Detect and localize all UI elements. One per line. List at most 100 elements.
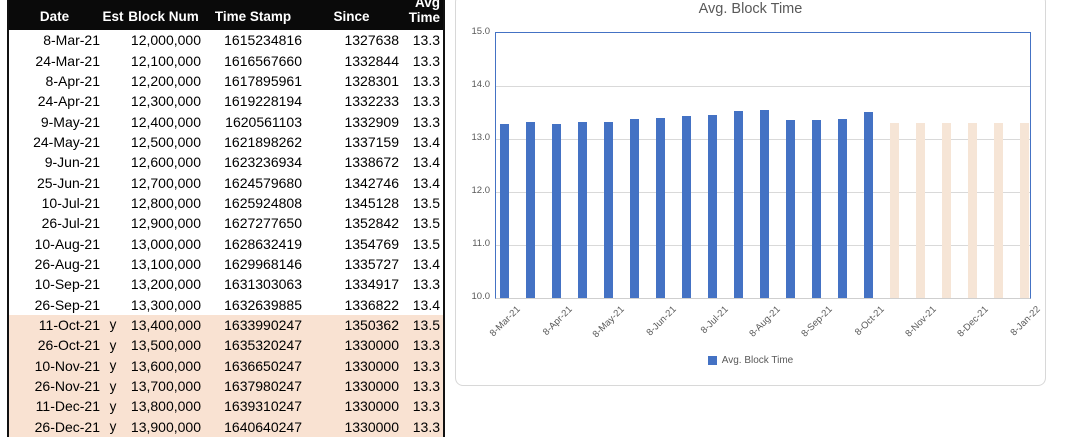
cell-time-stamp[interactable]: 1628632419 xyxy=(224,235,302,252)
cell-time-stamp[interactable]: 1621898262 xyxy=(224,133,302,150)
cell-since[interactable]: 1335727 xyxy=(344,255,399,272)
cell-est[interactable]: y xyxy=(109,337,117,353)
cell-block-num[interactable]: 13,000,000 xyxy=(130,235,201,252)
cell-block-num[interactable]: 13,400,000 xyxy=(130,316,201,333)
col-header-est[interactable]: Est xyxy=(102,9,124,24)
cell-time-stamp[interactable]: 1624579680 xyxy=(224,174,302,191)
cell-avg-time[interactable]: 13.5 xyxy=(412,215,440,232)
cell-avg-time[interactable]: 13.3 xyxy=(412,113,440,130)
cell-block-num[interactable]: 13,500,000 xyxy=(130,337,201,354)
cell-since[interactable]: 1338672 xyxy=(344,154,399,171)
cell-date[interactable]: 26-Nov-21 xyxy=(34,378,100,395)
cell-since[interactable]: 1352842 xyxy=(344,215,399,232)
cell-block-num[interactable]: 12,100,000 xyxy=(130,52,201,69)
cell-avg-time[interactable]: 13.3 xyxy=(412,72,440,89)
cell-est[interactable]: y xyxy=(109,378,117,394)
col-header-avg-time[interactable]: Avg Time xyxy=(402,0,443,30)
cell-since[interactable]: 1337159 xyxy=(344,133,399,150)
cell-date[interactable]: 9-Jun-21 xyxy=(44,154,100,171)
cell-block-num[interactable]: 12,900,000 xyxy=(130,215,201,232)
cell-block-num[interactable]: 13,200,000 xyxy=(130,276,201,293)
cell-time-stamp[interactable]: 1636650247 xyxy=(224,357,302,374)
cell-avg-time[interactable]: 13.3 xyxy=(412,337,440,354)
cell-block-num[interactable]: 12,300,000 xyxy=(130,93,201,110)
cell-date[interactable]: 10-Jul-21 xyxy=(41,194,100,211)
cell-avg-time[interactable]: 13.3 xyxy=(412,398,440,415)
cell-avg-time[interactable]: 13.5 xyxy=(412,194,440,211)
cell-est[interactable]: y xyxy=(109,317,117,333)
cell-time-stamp[interactable]: 1623236934 xyxy=(224,154,302,171)
cell-time-stamp[interactable]: 1629968146 xyxy=(224,255,302,272)
cell-date[interactable]: 26-Oct-21 xyxy=(37,337,100,354)
cell-since[interactable]: 1330000 xyxy=(344,357,399,374)
cell-since[interactable]: 1350362 xyxy=(344,316,399,333)
cell-date[interactable]: 10-Nov-21 xyxy=(34,357,100,374)
cell-date[interactable]: 26-Dec-21 xyxy=(34,418,100,435)
cell-avg-time[interactable]: 13.3 xyxy=(412,93,440,110)
cell-block-num[interactable]: 12,000,000 xyxy=(130,32,201,49)
cell-since[interactable]: 1336822 xyxy=(344,296,399,313)
col-header-block-num[interactable]: Block Num xyxy=(128,9,199,24)
cell-since[interactable]: 1330000 xyxy=(344,378,399,395)
cell-avg-time[interactable]: 13.3 xyxy=(412,418,440,435)
cell-since[interactable]: 1332909 xyxy=(344,113,399,130)
cell-date[interactable]: 8-Apr-21 xyxy=(45,72,100,89)
cell-date[interactable]: 24-Mar-21 xyxy=(35,52,100,69)
cell-time-stamp[interactable]: 1640640247 xyxy=(224,418,302,435)
cell-time-stamp[interactable]: 1631303063 xyxy=(224,276,302,293)
cell-date[interactable]: 8-Mar-21 xyxy=(43,32,100,49)
cell-block-num[interactable]: 12,800,000 xyxy=(130,194,201,211)
cell-avg-time[interactable]: 13.3 xyxy=(412,32,440,49)
cell-since[interactable]: 1328301 xyxy=(344,72,399,89)
cell-block-num[interactable]: 12,700,000 xyxy=(130,174,201,191)
cell-since[interactable]: 1345128 xyxy=(344,194,399,211)
cell-block-num[interactable]: 12,200,000 xyxy=(130,72,201,89)
cell-time-stamp[interactable]: 1633990247 xyxy=(224,316,302,333)
cell-block-num[interactable]: 13,800,000 xyxy=(130,398,201,415)
cell-date[interactable]: 10-Sep-21 xyxy=(34,276,100,293)
cell-date[interactable]: 24-Apr-21 xyxy=(37,93,100,110)
cell-since[interactable]: 1354769 xyxy=(344,235,399,252)
cell-since[interactable]: 1342746 xyxy=(344,174,399,191)
cell-avg-time[interactable]: 13.3 xyxy=(412,357,440,374)
cell-est[interactable]: y xyxy=(109,419,117,435)
cell-date[interactable]: 11-Dec-21 xyxy=(35,398,100,415)
cell-block-num[interactable]: 12,600,000 xyxy=(130,154,201,171)
cell-since[interactable]: 1332844 xyxy=(344,52,399,69)
cell-avg-time[interactable]: 13.3 xyxy=(412,276,440,293)
cell-avg-time[interactable]: 13.4 xyxy=(412,255,440,272)
cell-since[interactable]: 1330000 xyxy=(344,418,399,435)
cell-avg-time[interactable]: 13.4 xyxy=(412,154,440,171)
cell-date[interactable]: 10-Aug-21 xyxy=(34,235,100,252)
cell-time-stamp[interactable]: 1617895961 xyxy=(224,72,302,89)
cell-avg-time[interactable]: 13.5 xyxy=(412,316,440,333)
cell-est[interactable]: y xyxy=(109,358,117,374)
cell-block-num[interactable]: 12,400,000 xyxy=(130,113,201,130)
cell-avg-time[interactable]: 13.5 xyxy=(412,235,440,252)
cell-block-num[interactable]: 13,600,000 xyxy=(130,357,201,374)
cell-block-num[interactable]: 13,900,000 xyxy=(130,418,201,435)
cell-block-num[interactable]: 13,100,000 xyxy=(130,255,201,272)
col-header-since[interactable]: Since xyxy=(333,9,370,24)
cell-since[interactable]: 1330000 xyxy=(344,398,399,415)
cell-time-stamp[interactable]: 1637980247 xyxy=(224,378,302,395)
cell-avg-time[interactable]: 13.4 xyxy=(412,133,440,150)
cell-since[interactable]: 1332233 xyxy=(344,93,399,110)
cell-date[interactable]: 9-May-21 xyxy=(40,113,100,130)
cell-date[interactable]: 25-Jun-21 xyxy=(36,174,100,191)
col-header-date[interactable]: Date xyxy=(39,9,70,24)
cell-time-stamp[interactable]: 1632639885 xyxy=(224,296,302,313)
cell-est[interactable]: y xyxy=(109,398,117,414)
cell-block-num[interactable]: 12,500,000 xyxy=(130,133,201,150)
cell-time-stamp[interactable]: 1635320247 xyxy=(224,337,302,354)
cell-avg-time[interactable]: 13.4 xyxy=(412,174,440,191)
cell-time-stamp[interactable]: 1615234816 xyxy=(224,32,302,49)
cell-time-stamp[interactable]: 1627277650 xyxy=(224,215,302,232)
cell-date[interactable]: 26-Aug-21 xyxy=(34,255,100,272)
cell-avg-time[interactable]: 13.3 xyxy=(412,52,440,69)
cell-since[interactable]: 1327638 xyxy=(344,32,399,49)
cell-date[interactable]: 11-Oct-21 xyxy=(38,316,100,333)
cell-avg-time[interactable]: 13.4 xyxy=(412,296,440,313)
avg-block-time-chart[interactable]: Avg. Block Time 15.0 14.0 13.0 12.0 11.0 10.0… xyxy=(455,0,1046,386)
cell-block-num[interactable]: 13,700,000 xyxy=(130,378,201,395)
